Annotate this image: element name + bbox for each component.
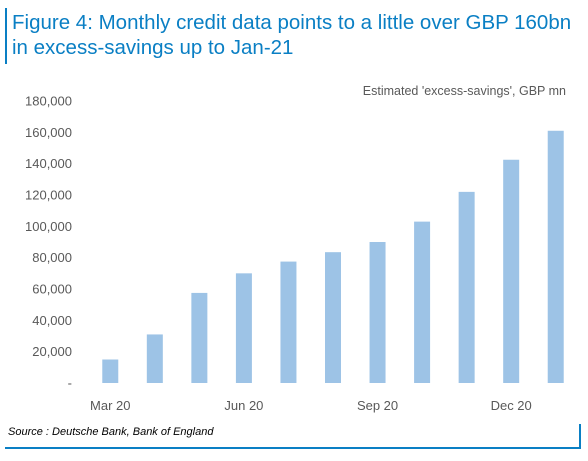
y-axis: - 20,000 40,000 60,000 80,000 100,000 120,000 1… [25, 94, 72, 391]
bar [414, 221, 431, 383]
title-accent-rule [5, 8, 7, 64]
bar [458, 191, 475, 383]
bar [325, 252, 341, 383]
x-axis: Mar 20 Jun 20 Sep 20 Dec 20 [90, 398, 532, 413]
y-tick-label: 120,000 [25, 188, 72, 203]
source-note: Source : Deutsche Bank, Bank of England [8, 426, 214, 438]
chart-annotation: Estimated 'excess-savings', GBP mn [363, 84, 566, 98]
bar [235, 273, 252, 383]
y-tick-label: 180,000 [25, 94, 72, 109]
chart-area: Estimated 'excess-savings', GBP mn - 20,0… [0, 70, 588, 420]
footer-accent-line [5, 447, 580, 449]
y-tick-label: 40,000 [32, 313, 72, 328]
bar-series [102, 130, 564, 383]
y-tick-label: 140,000 [25, 156, 72, 171]
bar-chart: Estimated 'excess-savings', GBP mn - 20,0… [25, 84, 566, 413]
x-tick-label: Jun 20 [224, 398, 263, 413]
y-tick-label: 160,000 [25, 125, 72, 140]
x-tick-label: Mar 20 [90, 398, 130, 413]
y-tick-label: - [68, 376, 72, 391]
bar [369, 242, 386, 383]
y-tick-label: 80,000 [32, 250, 72, 265]
bar [146, 334, 163, 383]
bar [102, 359, 119, 383]
footer-accent-tick [579, 424, 581, 449]
bar [280, 261, 297, 383]
y-tick-label: 60,000 [32, 282, 72, 297]
y-tick-label: 100,000 [25, 219, 72, 234]
bar [547, 130, 564, 383]
chart-title: Figure 4: Monthly credit data points to … [12, 11, 572, 59]
bar [503, 159, 520, 383]
source-row: Source : Deutsche Bank, Bank of England [0, 422, 588, 452]
x-tick-label: Dec 20 [491, 398, 532, 413]
x-tick-label: Sep 20 [357, 398, 398, 413]
y-tick-label: 20,000 [32, 344, 72, 359]
bar [191, 292, 208, 383]
